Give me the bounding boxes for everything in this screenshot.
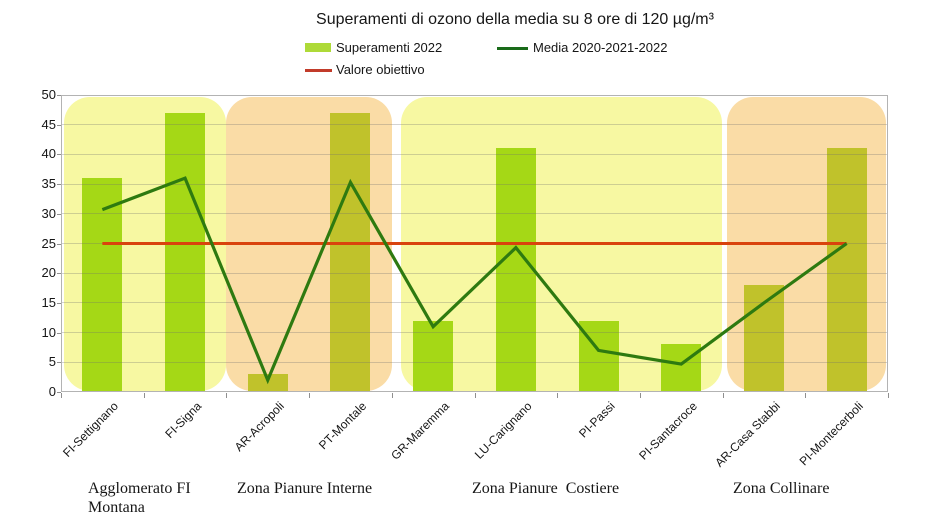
y-axis-label: 35 <box>41 176 56 192</box>
bar-AR-Acropoli <box>247 374 288 392</box>
y-tick <box>57 154 61 156</box>
x-tick <box>639 393 641 398</box>
y-axis-label: 30 <box>41 205 56 221</box>
x-axis-label: PT-Montale <box>316 399 370 453</box>
x-tick <box>309 393 311 398</box>
x-axis-label: LU-Carignano <box>472 399 535 462</box>
zone-label-4: Zona Collinare <box>733 480 830 497</box>
gridline-35 <box>61 183 888 185</box>
bar-PI-Santacroce <box>661 344 702 392</box>
y-axis-label: 15 <box>41 294 56 310</box>
y-axis-label: 0 <box>48 384 56 399</box>
y-tick <box>57 302 61 304</box>
y-tick <box>57 392 61 393</box>
gridline-30 <box>61 213 888 215</box>
legend-label-obiettivo: Valore obiettivo <box>336 62 425 77</box>
gridline-25 <box>61 243 888 244</box>
x-tick <box>722 393 724 398</box>
y-tick <box>57 213 61 215</box>
x-axis-label: FI-Signa <box>161 399 204 441</box>
y-axis-label: 45 <box>41 116 56 132</box>
x-axis-label: FI-Settignano <box>60 399 122 460</box>
x-tick <box>226 393 228 398</box>
gridline-5 <box>61 361 888 363</box>
legend-bar-swatch <box>305 43 331 52</box>
y-tick <box>57 362 61 364</box>
gridline-15 <box>61 302 888 304</box>
gridline-45 <box>61 124 888 126</box>
x-axis-label: PI-Passi <box>575 399 618 441</box>
x-axis-label: AR-Casa Stabbi <box>712 399 783 470</box>
y-tick <box>57 184 61 186</box>
y-tick <box>57 332 61 334</box>
x-tick <box>61 393 62 398</box>
zone-label-3: Zona Pianure Costiere <box>472 480 620 497</box>
x-tick <box>391 393 393 398</box>
gridline-20 <box>61 272 888 274</box>
legend-label-superamenti: Superamenti 2022 <box>336 40 443 55</box>
y-tick <box>57 95 61 96</box>
y-axis-label: 50 <box>41 87 56 102</box>
y-axis-label: 10 <box>41 324 56 340</box>
gridline-10 <box>61 332 888 334</box>
bar-AR-Casa Stabbi <box>743 285 784 392</box>
bar-FI-Settignano <box>82 178 123 392</box>
gridline-40 <box>61 153 888 155</box>
bar-LU-Carignano <box>495 148 536 392</box>
legend-label-media: Media 2020-2021-2022 <box>533 40 668 55</box>
x-tick <box>557 393 559 398</box>
chart-title: Superamenti di ozono della media su 8 or… <box>316 11 714 28</box>
y-axis-label: 40 <box>41 146 56 162</box>
y-tick <box>57 243 61 245</box>
zone-label-2: Zona Pianure Interne <box>237 480 373 497</box>
x-tick <box>143 393 145 398</box>
zone-label-1: Agglomerato FI Montana <box>88 480 191 516</box>
y-axis-label: 25 <box>41 235 56 251</box>
bar-PI-Montecerboli <box>826 148 867 392</box>
y-axis-label: 20 <box>41 265 56 281</box>
x-axis-label: AR-Acropoli <box>231 399 287 455</box>
x-axis-label: GR-Maremma <box>388 399 453 463</box>
x-axis-label: PI-Montecerboli <box>796 399 866 469</box>
x-tick <box>888 393 889 398</box>
legend-target-line-swatch <box>305 69 332 72</box>
legend-media-line-swatch <box>497 47 528 50</box>
x-tick <box>805 393 807 398</box>
y-tick <box>57 273 61 275</box>
x-tick <box>474 393 476 398</box>
y-axis-label: 5 <box>48 354 56 370</box>
y-tick <box>57 124 61 126</box>
x-axis-label: PI-Santacroce <box>636 399 701 463</box>
